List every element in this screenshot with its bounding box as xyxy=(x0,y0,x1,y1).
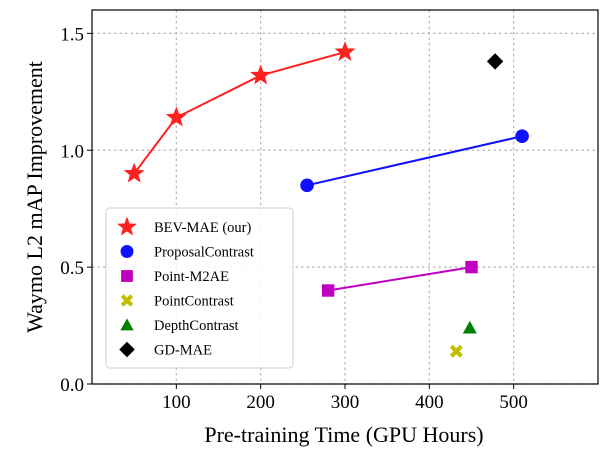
legend-label-depthcontrast: DepthContrast xyxy=(154,318,239,334)
legend-label-gd-mae: GD-MAE xyxy=(154,343,212,359)
y-tick-label: 1.0 xyxy=(60,141,84,162)
legend-box xyxy=(105,207,294,369)
x-tick-label: 300 xyxy=(331,392,360,413)
legend-label-proposalcontrast: ProposalContrast xyxy=(154,245,254,261)
data-point-point-m2ae xyxy=(465,260,478,274)
data-point-proposalcontrast xyxy=(300,178,314,193)
series-line-proposalcontrast xyxy=(306,135,523,187)
x-tick-label: 200 xyxy=(246,392,275,413)
data-point-bev-mae-our xyxy=(123,162,145,183)
series-line-bev-mae-our xyxy=(133,51,346,175)
legend-marker-gd-mae xyxy=(119,341,135,358)
data-point-depthcontrast xyxy=(462,320,477,334)
legend-marker-pointcontrast xyxy=(120,294,134,307)
series-line-point-m2ae xyxy=(327,266,472,292)
data-point-bev-mae-our xyxy=(250,64,272,85)
data-point-bev-mae-our xyxy=(165,106,187,127)
x-axis-title: Pre-training Time (GPU Hours) xyxy=(204,422,483,447)
legend-label-bev-mae-our: BEV-MAE (our) xyxy=(154,220,252,236)
legend-marker-proposalcontrast xyxy=(120,245,134,258)
data-point-proposalcontrast xyxy=(515,129,529,144)
legend-marker-depthcontrast xyxy=(120,318,134,331)
x-tick-label: 100 xyxy=(162,392,191,413)
y-tick-label: 1.5 xyxy=(60,24,84,45)
data-point-gd-mae xyxy=(486,53,504,70)
legend: BEV-MAE (our) ProposalContrast Point-M2AE P… xyxy=(105,207,294,369)
data-point-bev-mae-our xyxy=(334,41,356,61)
data-point-pointcontrast xyxy=(449,344,463,358)
y-tick-label: 0.0 xyxy=(60,375,84,396)
y-tick-label: 0.5 xyxy=(60,258,84,279)
legend-marker-point-m2ae xyxy=(121,270,133,282)
x-tick-label: 500 xyxy=(499,392,528,413)
legend-label-point-m2ae: Point-M2AE xyxy=(154,269,229,285)
y-axis-title: Waymo L2 mAP Improvement xyxy=(22,61,47,333)
data-point-point-m2ae xyxy=(321,284,335,297)
legend-label-pointcontrast: PointContrast xyxy=(154,294,234,310)
x-tick-label: 400 xyxy=(415,392,444,413)
legend-marker-bev-mae-our xyxy=(117,216,137,236)
